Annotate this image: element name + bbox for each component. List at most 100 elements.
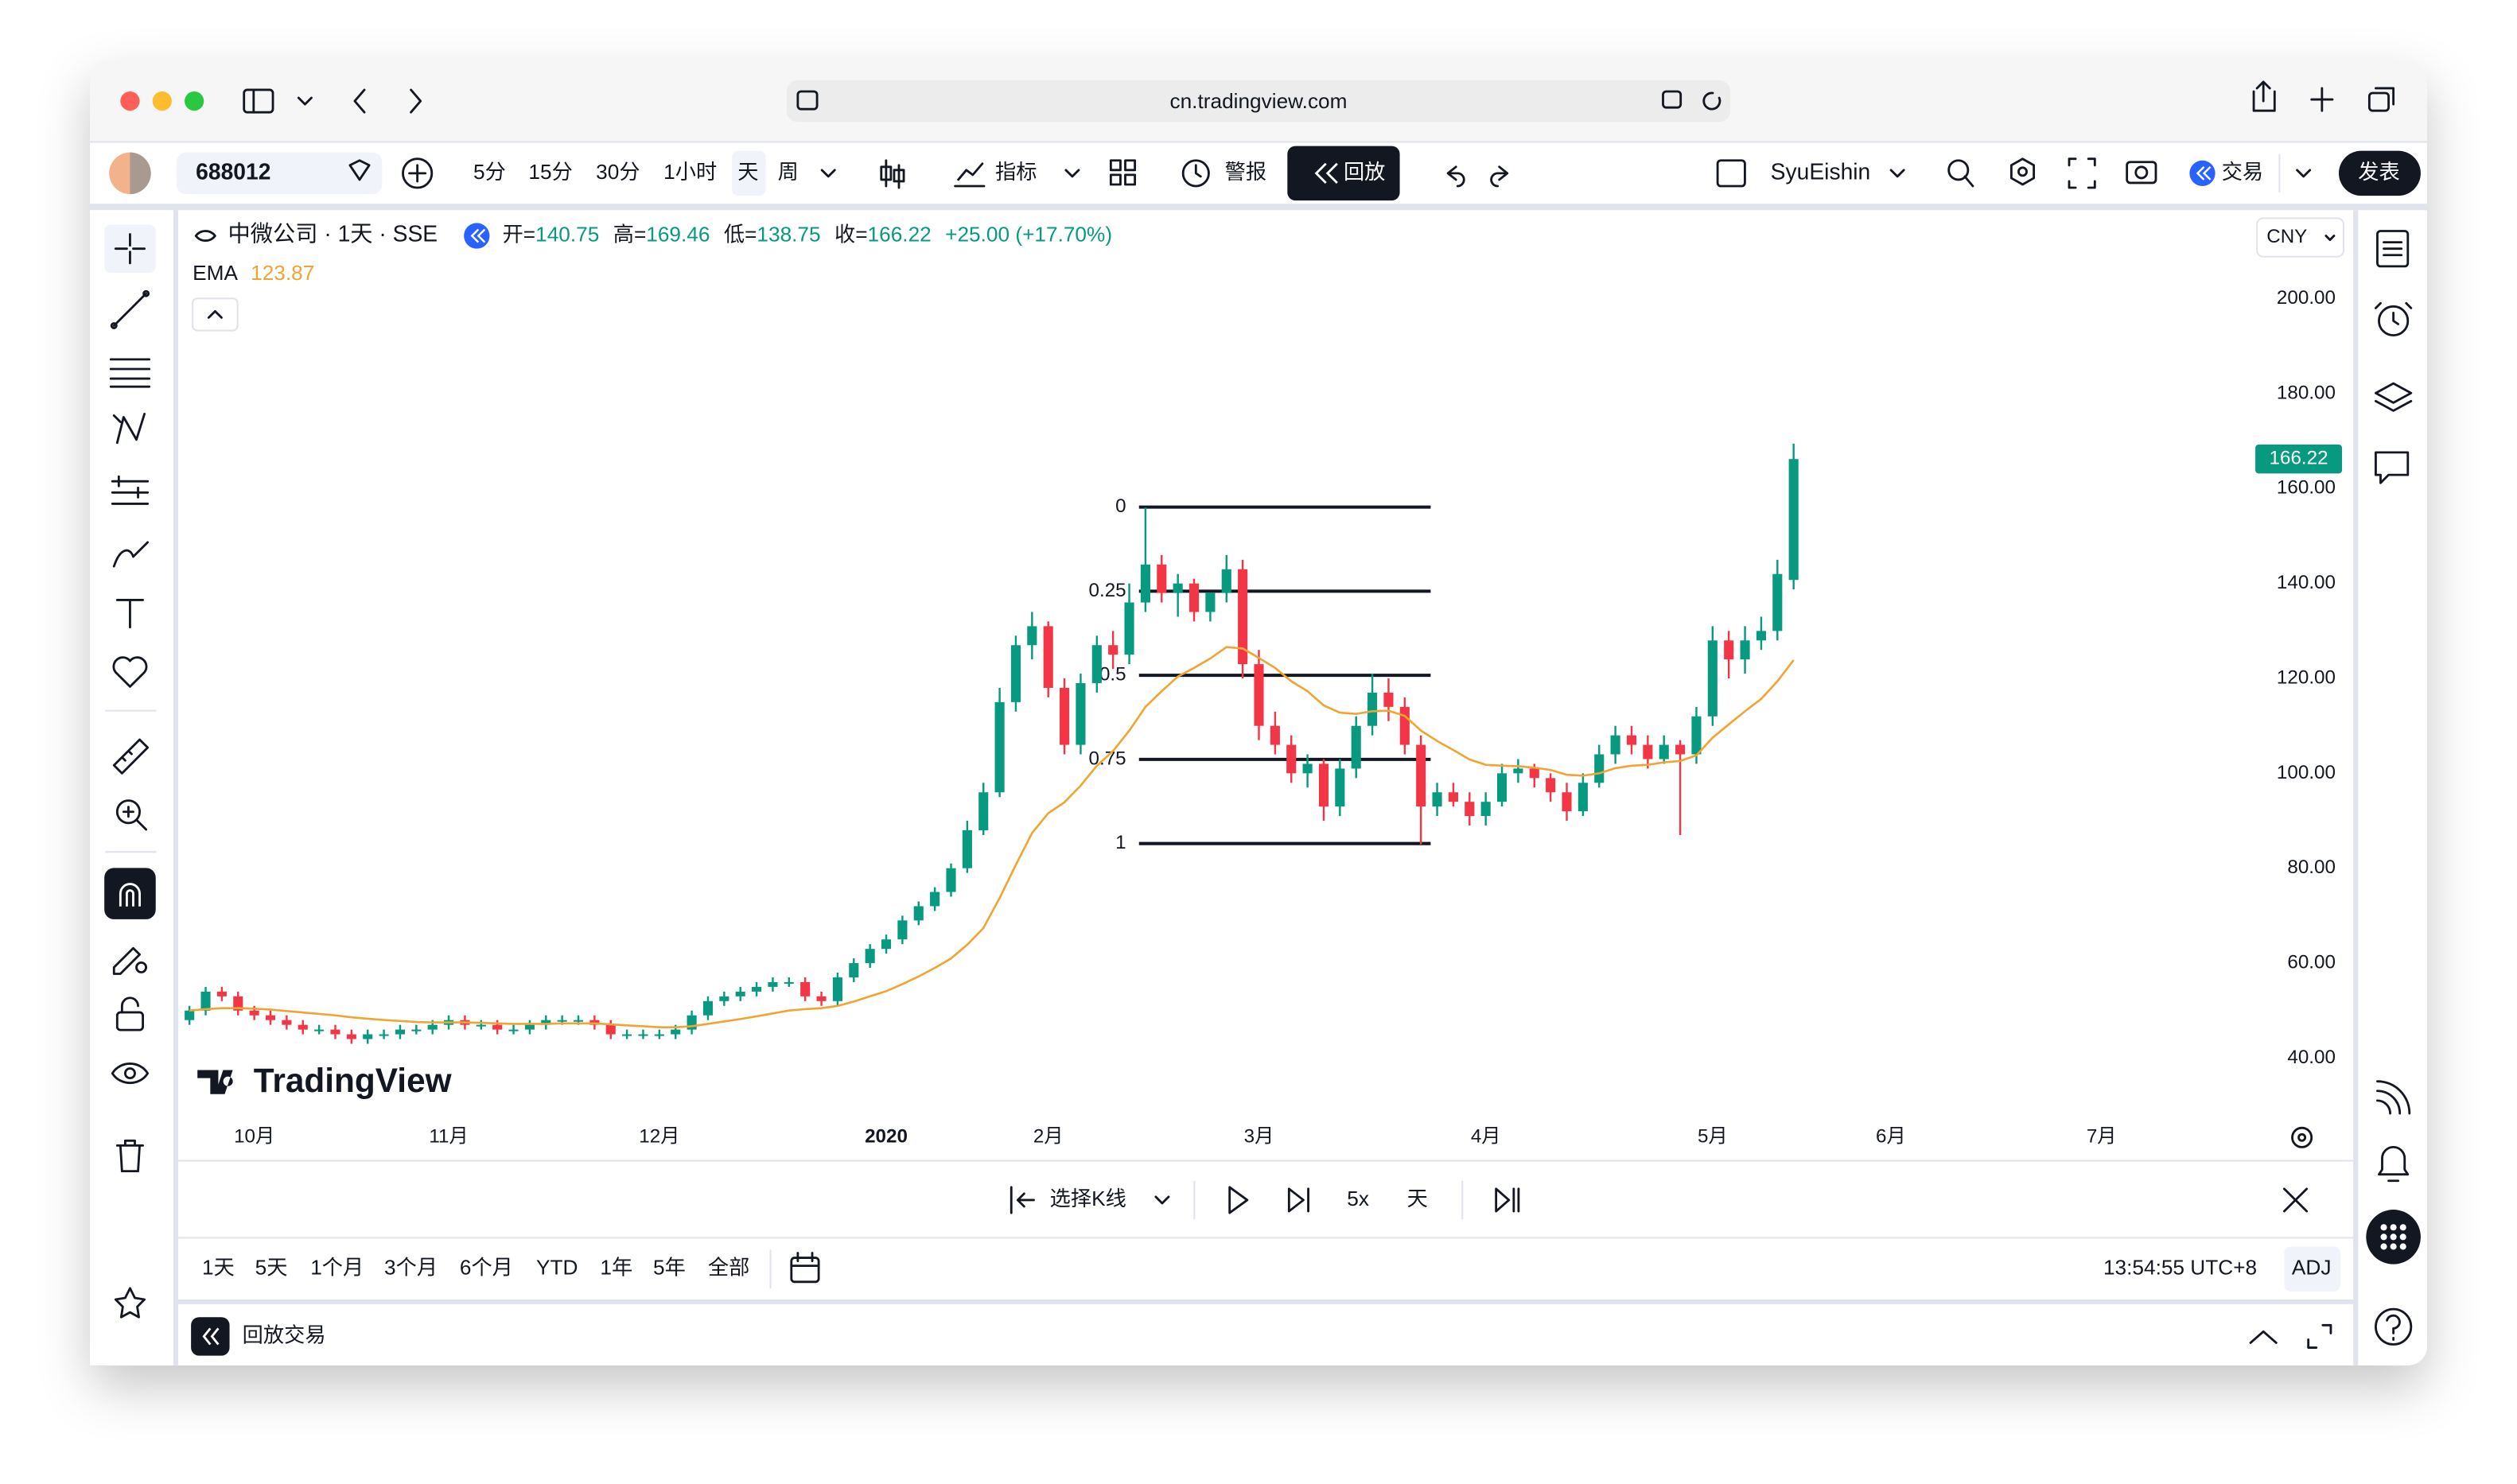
- select-bar-icon[interactable]: [1010, 1186, 1035, 1214]
- maximize-panel[interactable]: [2307, 1323, 2332, 1349]
- close-button[interactable]: [120, 91, 140, 111]
- y-tick-label: 100.00: [2277, 762, 2336, 783]
- candle-body: [1480, 802, 1491, 817]
- url-actions[interactable]: [1662, 90, 1721, 111]
- candle-body: [1124, 602, 1134, 655]
- top-right-icons[interactable]: [1947, 157, 2157, 189]
- range-button[interactable]: 1天: [202, 1256, 235, 1280]
- zoom-button[interactable]: [185, 91, 204, 111]
- jump-to-realtime[interactable]: [1495, 1187, 1520, 1213]
- range-button[interactable]: 1年: [600, 1256, 632, 1280]
- close-value: 166.22: [868, 222, 932, 246]
- publish: 发表: [2358, 160, 2399, 184]
- user[interactable]: SyuEishin: [1771, 158, 1871, 184]
- range-button[interactable]: 5年: [653, 1256, 686, 1280]
- trade[interactable]: 交易: [2222, 160, 2263, 184]
- footer-title[interactable]: 回放交易: [243, 1323, 326, 1346]
- speed[interactable]: 5x: [1347, 1187, 1369, 1210]
- close-replay[interactable]: [2282, 1187, 2309, 1213]
- candle-body: [735, 991, 745, 996]
- candle-body: [1594, 754, 1605, 783]
- interval[interactable]: 天: [737, 160, 758, 184]
- interval-menu[interactable]: [820, 169, 836, 178]
- currency-box[interactable]: [2256, 217, 2345, 258]
- candle-body: [1302, 763, 1313, 774]
- url-bar[interactable]: [786, 80, 1731, 122]
- collapse-legend[interactable]: [192, 297, 239, 332]
- candle-body: [1610, 735, 1620, 755]
- redo[interactable]: [1490, 165, 1509, 188]
- range-button[interactable]: 3个月: [384, 1256, 438, 1280]
- interval[interactable]: 5分: [473, 160, 506, 184]
- candle-body: [233, 996, 243, 1011]
- x-tick-label: 6月: [1876, 1126, 1906, 1148]
- candle-body: [1465, 802, 1475, 817]
- interval[interactable]: 周: [778, 160, 799, 184]
- goto-date[interactable]: [790, 1252, 820, 1284]
- drawing-tools[interactable]: [105, 233, 157, 1319]
- range-button[interactable]: 5天: [255, 1256, 288, 1280]
- replay-button[interactable]: [1287, 146, 1400, 201]
- chart-type[interactable]: [880, 159, 905, 189]
- minimize-button[interactable]: [152, 91, 172, 111]
- x-tick-label: 12月: [639, 1126, 679, 1148]
- site-icon: [796, 90, 819, 111]
- symbol-box[interactable]: [176, 152, 383, 195]
- trade-menu[interactable]: [2296, 169, 2312, 178]
- replay-interval[interactable]: 天: [1407, 1187, 1428, 1210]
- indicators-icon[interactable]: [954, 162, 986, 188]
- range-button[interactable]: 全部: [708, 1256, 749, 1280]
- publish-button[interactable]: [2339, 150, 2421, 196]
- candle-body: [557, 1020, 567, 1022]
- back-button[interactable]: [353, 88, 366, 114]
- candle-body: [1173, 583, 1183, 593]
- symbol-icon[interactable]: [348, 159, 371, 181]
- sidebar-button[interactable]: [243, 88, 313, 114]
- play[interactable]: [1228, 1186, 1249, 1214]
- interval[interactable]: 1小时: [663, 160, 717, 184]
- candle-body: [411, 1029, 422, 1031]
- candle-body: [962, 829, 972, 868]
- user-menu[interactable]: [1889, 169, 1905, 178]
- undo[interactable]: [1446, 165, 1465, 188]
- forward-button[interactable]: [410, 88, 422, 114]
- tool-active: [104, 224, 156, 273]
- window-actions[interactable]: [2252, 80, 2395, 112]
- legend-row: 中微公司 · 1天 · SSE: [228, 221, 438, 247]
- candle-body: [671, 1029, 681, 1035]
- divider: [177, 1299, 2354, 1305]
- y-tick-label: 140.00: [2277, 572, 2336, 593]
- layouts[interactable]: [1109, 159, 1137, 186]
- range-button[interactable]: 6个月: [460, 1256, 513, 1280]
- candle-body: [379, 1034, 389, 1036]
- tv-logo: [197, 1070, 233, 1094]
- step-forward[interactable]: [1287, 1187, 1309, 1213]
- alert-icon[interactable]: [1181, 159, 1210, 188]
- range-button[interactable]: YTD: [536, 1256, 578, 1280]
- alert[interactable]: 警报: [1225, 160, 1266, 184]
- candle-body: [200, 991, 211, 1011]
- right-sidebar[interactable]: [2375, 230, 2413, 1346]
- trade-icon: [2189, 160, 2216, 187]
- interval[interactable]: 30分: [596, 160, 640, 184]
- axis-settings[interactable]: [2291, 1126, 2313, 1148]
- add-symbol[interactable]: [402, 157, 434, 189]
- candle-body: [849, 963, 859, 977]
- range-button[interactable]: 1个月: [310, 1256, 364, 1280]
- magnet-button[interactable]: [104, 868, 156, 919]
- adj-button[interactable]: [2284, 1246, 2341, 1292]
- indicators-menu[interactable]: [1064, 169, 1080, 178]
- select-bar[interactable]: 选择K线: [1050, 1187, 1126, 1210]
- candle-body: [1788, 459, 1799, 581]
- x-tick-label: 2月: [1033, 1126, 1064, 1148]
- layout-box[interactable]: [1716, 159, 1746, 188]
- indicators[interactable]: 指标: [995, 160, 1037, 184]
- select-bar-menu[interactable]: [1154, 1195, 1170, 1205]
- candle-body: [605, 1024, 616, 1035]
- footer-icon-arrows: [202, 1327, 220, 1346]
- candle-body: [476, 1024, 486, 1027]
- interval[interactable]: 15分: [528, 160, 572, 184]
- expand-panel[interactable]: [2249, 1330, 2278, 1344]
- candle-body: [1238, 569, 1248, 665]
- y-tick-label: 80.00: [2287, 857, 2336, 878]
